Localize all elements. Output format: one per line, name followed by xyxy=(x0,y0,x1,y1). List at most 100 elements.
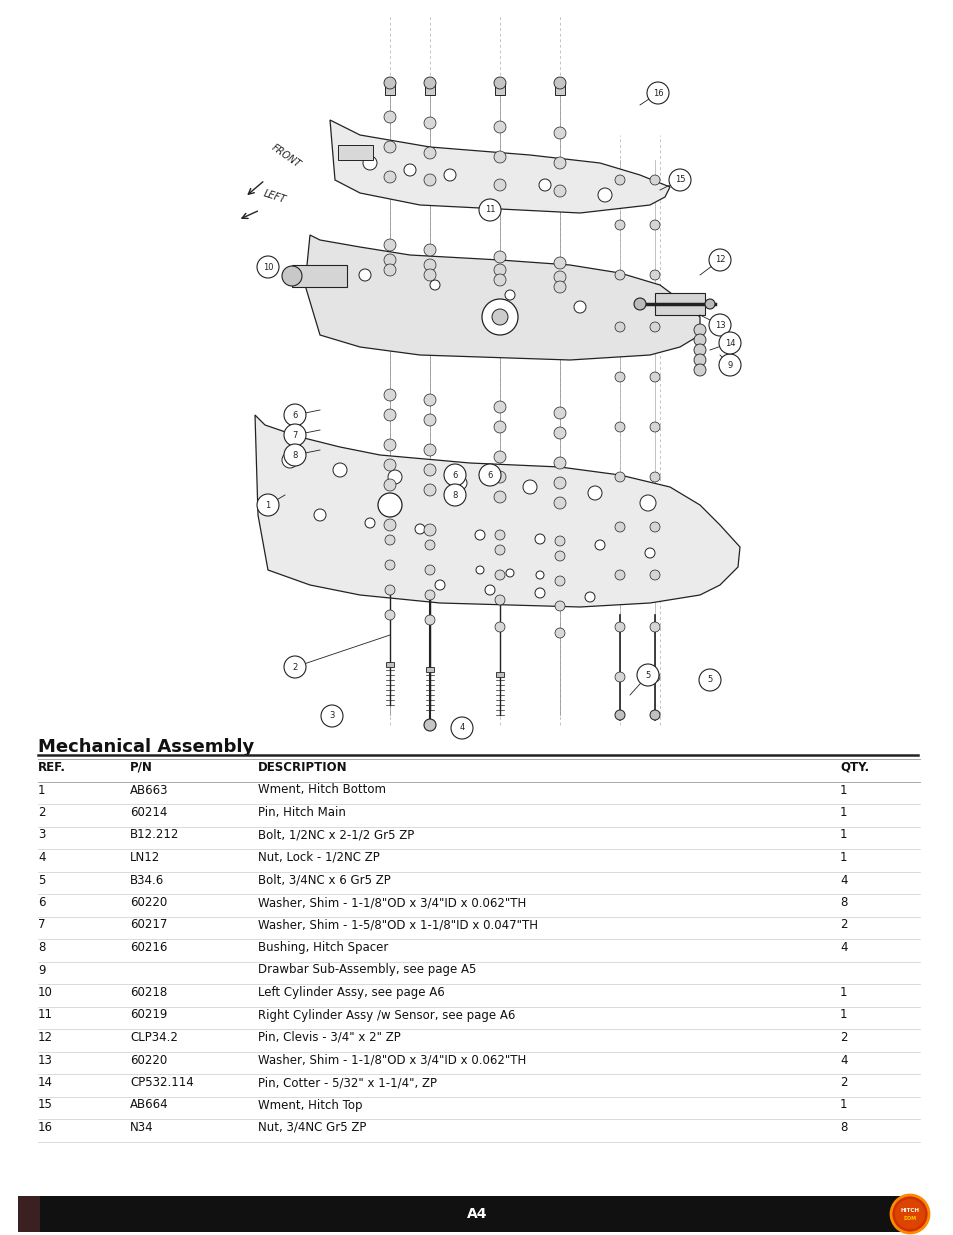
Circle shape xyxy=(719,354,740,375)
Bar xyxy=(495,83,504,95)
Circle shape xyxy=(424,615,435,625)
Circle shape xyxy=(494,401,505,412)
Circle shape xyxy=(494,151,505,163)
Circle shape xyxy=(384,264,395,275)
Circle shape xyxy=(637,664,659,685)
Text: REF.: REF. xyxy=(38,761,66,774)
Polygon shape xyxy=(254,415,740,606)
Circle shape xyxy=(443,169,456,182)
Circle shape xyxy=(704,299,714,309)
Circle shape xyxy=(554,408,565,419)
Circle shape xyxy=(649,270,659,280)
Circle shape xyxy=(693,364,705,375)
Text: CLP34.2: CLP34.2 xyxy=(130,1031,177,1044)
Circle shape xyxy=(384,240,395,251)
Text: 4: 4 xyxy=(459,724,464,732)
Circle shape xyxy=(443,464,465,487)
Text: 16: 16 xyxy=(652,89,662,98)
Text: 10: 10 xyxy=(38,986,52,999)
Circle shape xyxy=(478,464,500,487)
Circle shape xyxy=(649,372,659,382)
Polygon shape xyxy=(305,235,700,359)
Circle shape xyxy=(284,445,306,466)
Text: 8: 8 xyxy=(452,490,457,499)
Circle shape xyxy=(495,530,504,540)
Circle shape xyxy=(649,710,659,720)
Circle shape xyxy=(365,517,375,529)
Circle shape xyxy=(384,438,395,451)
Circle shape xyxy=(385,535,395,545)
Circle shape xyxy=(649,422,659,432)
Circle shape xyxy=(535,534,544,543)
Text: Left Cylinder Assy, see page A6: Left Cylinder Assy, see page A6 xyxy=(257,986,444,999)
Text: 7: 7 xyxy=(292,431,297,440)
Circle shape xyxy=(284,404,306,426)
Text: 10: 10 xyxy=(262,263,273,272)
Circle shape xyxy=(423,269,436,282)
Circle shape xyxy=(554,77,565,89)
Circle shape xyxy=(377,493,401,517)
Text: 60217: 60217 xyxy=(130,919,167,931)
Circle shape xyxy=(384,519,395,531)
Circle shape xyxy=(320,705,343,727)
Circle shape xyxy=(554,457,565,469)
Text: FRONT: FRONT xyxy=(270,143,303,170)
Text: 2: 2 xyxy=(38,806,46,819)
Text: 9: 9 xyxy=(38,963,46,977)
Text: 1: 1 xyxy=(840,1009,846,1021)
Circle shape xyxy=(634,298,645,310)
Circle shape xyxy=(555,536,564,546)
Circle shape xyxy=(423,259,436,270)
Circle shape xyxy=(388,471,401,484)
Circle shape xyxy=(494,179,505,191)
Text: 8: 8 xyxy=(840,897,846,909)
Text: Bolt, 3/4NC x 6 Gr5 ZP: Bolt, 3/4NC x 6 Gr5 ZP xyxy=(257,873,391,887)
Bar xyxy=(496,672,503,677)
Circle shape xyxy=(451,718,473,739)
Circle shape xyxy=(481,299,517,335)
Circle shape xyxy=(495,622,504,632)
Circle shape xyxy=(536,571,543,579)
Bar xyxy=(337,144,373,161)
Circle shape xyxy=(615,220,624,230)
Text: AB664: AB664 xyxy=(130,1098,169,1112)
Circle shape xyxy=(424,540,435,550)
Text: 60219: 60219 xyxy=(130,1009,167,1021)
Circle shape xyxy=(615,472,624,482)
Circle shape xyxy=(615,270,624,280)
Text: 1: 1 xyxy=(840,1098,846,1112)
Circle shape xyxy=(554,282,565,293)
Text: 11: 11 xyxy=(38,1009,53,1021)
Text: 6: 6 xyxy=(292,410,297,420)
Circle shape xyxy=(492,309,507,325)
Circle shape xyxy=(615,175,624,185)
Text: B34.6: B34.6 xyxy=(130,873,164,887)
Circle shape xyxy=(555,601,564,611)
Circle shape xyxy=(535,588,544,598)
Circle shape xyxy=(615,622,624,632)
Circle shape xyxy=(555,629,564,638)
Circle shape xyxy=(384,141,395,153)
Circle shape xyxy=(639,495,656,511)
Circle shape xyxy=(384,479,395,492)
Circle shape xyxy=(615,571,624,580)
Bar xyxy=(424,83,435,95)
Text: 1: 1 xyxy=(840,806,846,819)
Text: 14: 14 xyxy=(38,1076,53,1089)
Circle shape xyxy=(423,147,436,159)
Circle shape xyxy=(423,117,436,128)
Circle shape xyxy=(649,672,659,682)
Text: Right Cylinder Assy /w Sensor, see page A6: Right Cylinder Assy /w Sensor, see page … xyxy=(257,1009,515,1021)
Circle shape xyxy=(494,264,505,275)
Bar xyxy=(385,83,395,95)
Text: LEFT: LEFT xyxy=(262,189,287,205)
Circle shape xyxy=(649,175,659,185)
Text: 15: 15 xyxy=(674,175,684,184)
Text: Nut, Lock - 1/2NC ZP: Nut, Lock - 1/2NC ZP xyxy=(257,851,379,864)
Circle shape xyxy=(423,414,436,426)
Circle shape xyxy=(693,354,705,366)
Circle shape xyxy=(495,545,504,555)
Circle shape xyxy=(649,571,659,580)
Circle shape xyxy=(615,672,624,682)
Text: Pin, Clevis - 3/4" x 2" ZP: Pin, Clevis - 3/4" x 2" ZP xyxy=(257,1031,400,1044)
